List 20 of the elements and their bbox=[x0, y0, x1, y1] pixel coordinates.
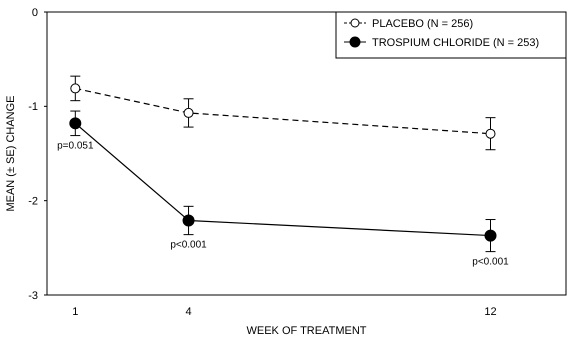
x-tick-label: 1 bbox=[72, 306, 78, 318]
annotation: p=0.051 bbox=[57, 140, 94, 152]
annotation: p<0.001 bbox=[170, 240, 208, 251]
y-tick-label: 0 bbox=[32, 6, 38, 19]
x-tick-label: 4 bbox=[185, 306, 192, 318]
annotation: p<0.001 bbox=[472, 256, 510, 268]
y-tick-label: -1 bbox=[28, 101, 38, 114]
point bbox=[182, 214, 195, 226]
legend-label: TROSPIUM CHLORIDE (N = 253) bbox=[372, 36, 540, 49]
point bbox=[70, 83, 80, 94]
point bbox=[486, 128, 496, 139]
legend-label: PLACEBO (N = 256) bbox=[372, 18, 474, 30]
point bbox=[184, 108, 194, 118]
point bbox=[69, 117, 82, 130]
y-tick-label: -3 bbox=[28, 290, 38, 302]
y-axis-title: MEAN (± SE) CHANGE bbox=[5, 95, 17, 212]
point bbox=[484, 230, 497, 242]
x-axis-title: WEEK OF TREATMENT bbox=[246, 325, 367, 337]
x-tick-label: 12 bbox=[484, 306, 497, 318]
y-tick-label: -2 bbox=[28, 196, 38, 208]
